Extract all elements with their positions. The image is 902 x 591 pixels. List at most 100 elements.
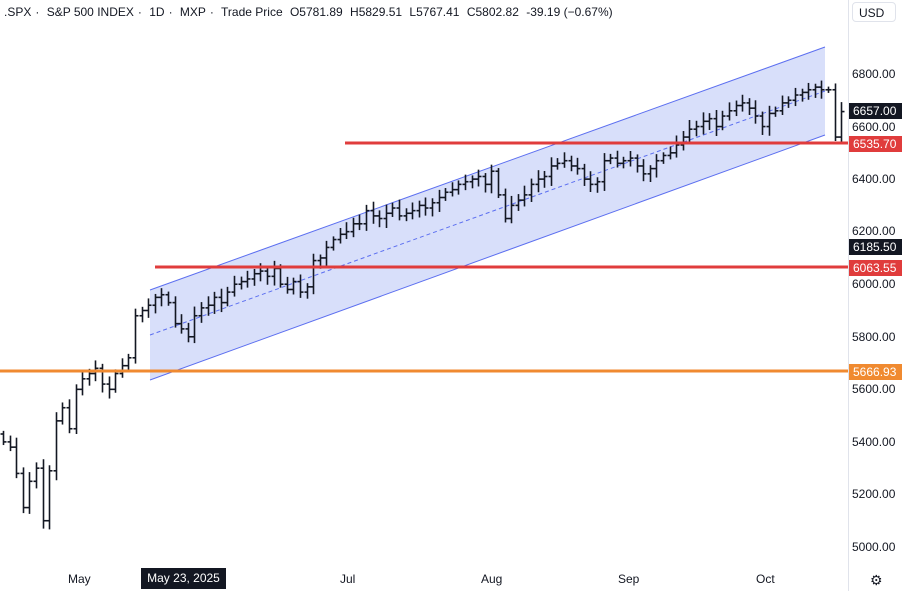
ohlc-bar — [59, 402, 66, 425]
separator: · — [35, 5, 40, 19]
ohlc-bar — [158, 288, 165, 307]
ohlc-bar — [528, 178, 535, 202]
ohlc-bar — [152, 293, 159, 314]
x-tick-sep: Sep — [618, 572, 640, 586]
ohlc-bar — [535, 170, 542, 193]
ohlc-bar — [330, 236, 337, 251]
ohlc-bar — [469, 175, 476, 189]
ohlc-bar — [356, 214, 363, 231]
ohlc-bar — [125, 353, 132, 371]
y-tick-label: 5200.00 — [852, 487, 896, 502]
ohlc-bar — [26, 472, 33, 514]
ohlc-bar — [759, 111, 766, 135]
ohlc-bar — [40, 459, 47, 529]
price-type: Trade Price — [221, 5, 283, 19]
y-tick-label: 6400.00 — [852, 172, 896, 187]
ohlc-bar — [376, 210, 383, 228]
ohlc-bar — [383, 204, 390, 228]
ohlc-bar — [686, 119, 693, 144]
ohlc-bar — [238, 276, 245, 290]
symbol[interactable]: .SPX — [4, 5, 32, 19]
ohlc-bar — [587, 171, 594, 192]
ohlc-bar — [812, 83, 819, 98]
ohlc-bar — [139, 306, 146, 323]
crosshair-price-tag: 6185.50 — [849, 239, 902, 255]
ohlc-bar — [442, 188, 449, 201]
ohlc-bar — [482, 173, 489, 193]
ohlc-bar — [409, 202, 416, 220]
currency-button[interactable]: USD — [852, 2, 896, 22]
ohlc-bar — [607, 153, 614, 165]
channel-mid-line — [149, 90, 826, 336]
ohlc-bar — [99, 363, 106, 393]
price-chart[interactable] — [0, 0, 848, 568]
ohlc-bar — [838, 102, 845, 142]
ohlc-bar — [614, 150, 621, 168]
y-tick-label: 5600.00 — [852, 382, 896, 397]
ohlc-bar — [488, 164, 495, 194]
interval[interactable]: 1D — [149, 5, 165, 19]
ohlc-bar — [475, 169, 482, 187]
ohlc-bar — [706, 113, 713, 130]
ohlc-bar — [818, 80, 825, 99]
open-value: O5781.89 — [289, 5, 343, 19]
ohlc-bar — [106, 376, 113, 399]
y-tick-label: 5000.00 — [852, 540, 896, 554]
ohlc-bar — [343, 222, 350, 240]
ohlc-bar — [370, 201, 377, 224]
ohlc-bar — [112, 369, 119, 393]
ohlc-bar — [350, 217, 357, 238]
ohlc-bar — [251, 268, 258, 286]
ohlc-bar — [680, 131, 687, 151]
ohlc-bar — [673, 135, 680, 158]
ohlc-bar — [746, 98, 753, 115]
channel-upper-line[interactable] — [149, 46, 826, 291]
ohlc-bar — [264, 266, 271, 285]
ohlc-bar — [185, 322, 192, 343]
ohlc-bar — [739, 94, 746, 112]
ohlc-bar — [554, 158, 561, 170]
y-tick-label: 6200.00 — [852, 224, 896, 238]
ohlc-bar — [211, 291, 218, 314]
ohlc-bar — [7, 435, 14, 452]
ohlc-bar — [132, 308, 139, 364]
ohlc-bar — [0, 430, 7, 446]
ohlc-bar — [145, 298, 152, 318]
y-tick-label: 5800.00 — [852, 329, 896, 344]
ohlc-bar — [594, 177, 601, 193]
ohlc-bar — [53, 412, 60, 481]
ohlc-bar — [79, 370, 86, 396]
low-value: L5767.41 — [409, 5, 460, 19]
ohlc-bar — [455, 180, 462, 195]
ohlc-bar — [337, 227, 344, 244]
ohlc-bar — [310, 253, 317, 295]
separator: · — [209, 5, 214, 19]
ohlc-bar — [779, 95, 786, 115]
y-tick-label: 6600.00 — [852, 119, 896, 134]
ohlc-bar — [772, 106, 779, 117]
ohlc-bar — [178, 314, 185, 334]
ohlc-bar — [700, 112, 707, 135]
symbol-name: S&P 500 INDEX — [46, 5, 134, 19]
ohlc-bar — [521, 185, 528, 207]
channel-lower-line[interactable] — [149, 134, 826, 381]
support-tag-5666: 5666.93 — [849, 364, 902, 380]
ohlc-bar — [785, 96, 792, 108]
ohlc-bar — [825, 86, 832, 93]
ohlc-bar — [244, 270, 251, 288]
ohlc-bar — [726, 102, 733, 121]
ohlc-bar — [653, 154, 660, 178]
ohlc-bar — [713, 110, 720, 137]
ohlc-bar — [647, 165, 654, 183]
x-tick-aug: Aug — [481, 572, 503, 586]
ohlc-bar — [601, 153, 608, 191]
ohlc-bar — [396, 199, 403, 221]
ohlc-bar — [805, 82, 812, 100]
gear-icon[interactable]: ⚙ — [870, 572, 883, 588]
x-tick-jul: Jul — [340, 572, 356, 586]
crosshair-date-tag: May 23, 2025 — [141, 568, 226, 589]
x-tick-oct: Oct — [756, 572, 775, 586]
resistance-tag-6535: 6535.70 — [849, 136, 902, 152]
y-tick-label: 6800.00 — [852, 67, 896, 81]
